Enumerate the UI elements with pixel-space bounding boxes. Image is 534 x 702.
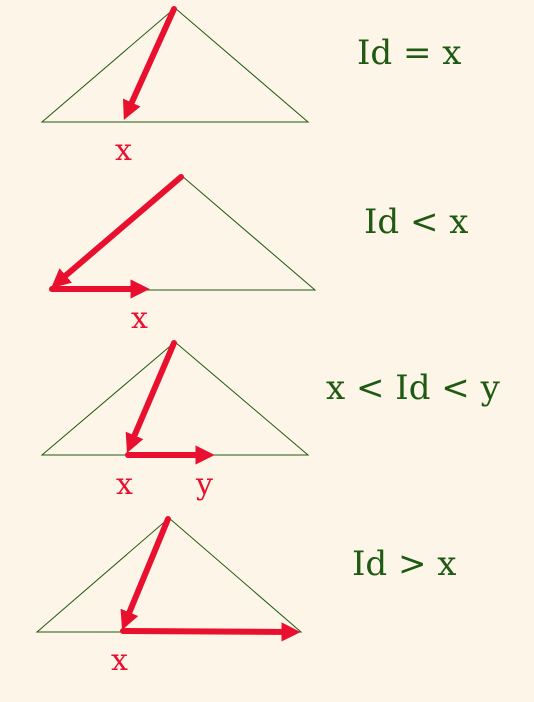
point-label-x-3: x (116, 467, 133, 502)
panel-4: x Id > x (35, 516, 456, 678)
point-label-x-1: x (115, 133, 132, 168)
panel-1: x Id = x (40, 6, 461, 168)
triangle-4 (35, 517, 303, 633)
displacement-arrow-4 (120, 622, 301, 642)
relation-2: Id < x (364, 202, 468, 242)
point-label-x-2: x (131, 301, 148, 336)
panel-3: x y x < Id < y (40, 340, 501, 502)
incident-arrow-4 (120, 516, 171, 631)
relation-4: Id > x (352, 544, 456, 584)
incident-arrow-1 (122, 6, 177, 120)
panel-2: x Id < x (48, 174, 468, 336)
triangle-2 (48, 175, 317, 291)
triangle-3 (40, 341, 310, 456)
relation-3: x < Id < y (326, 368, 501, 408)
incident-arrow-2 (51, 174, 184, 288)
triangle-1 (40, 7, 310, 123)
point-label-x-4: x (111, 643, 128, 678)
point-label-y-3: y (195, 467, 213, 502)
incident-arrow-3 (125, 340, 177, 454)
relation-1: Id = x (357, 33, 461, 73)
